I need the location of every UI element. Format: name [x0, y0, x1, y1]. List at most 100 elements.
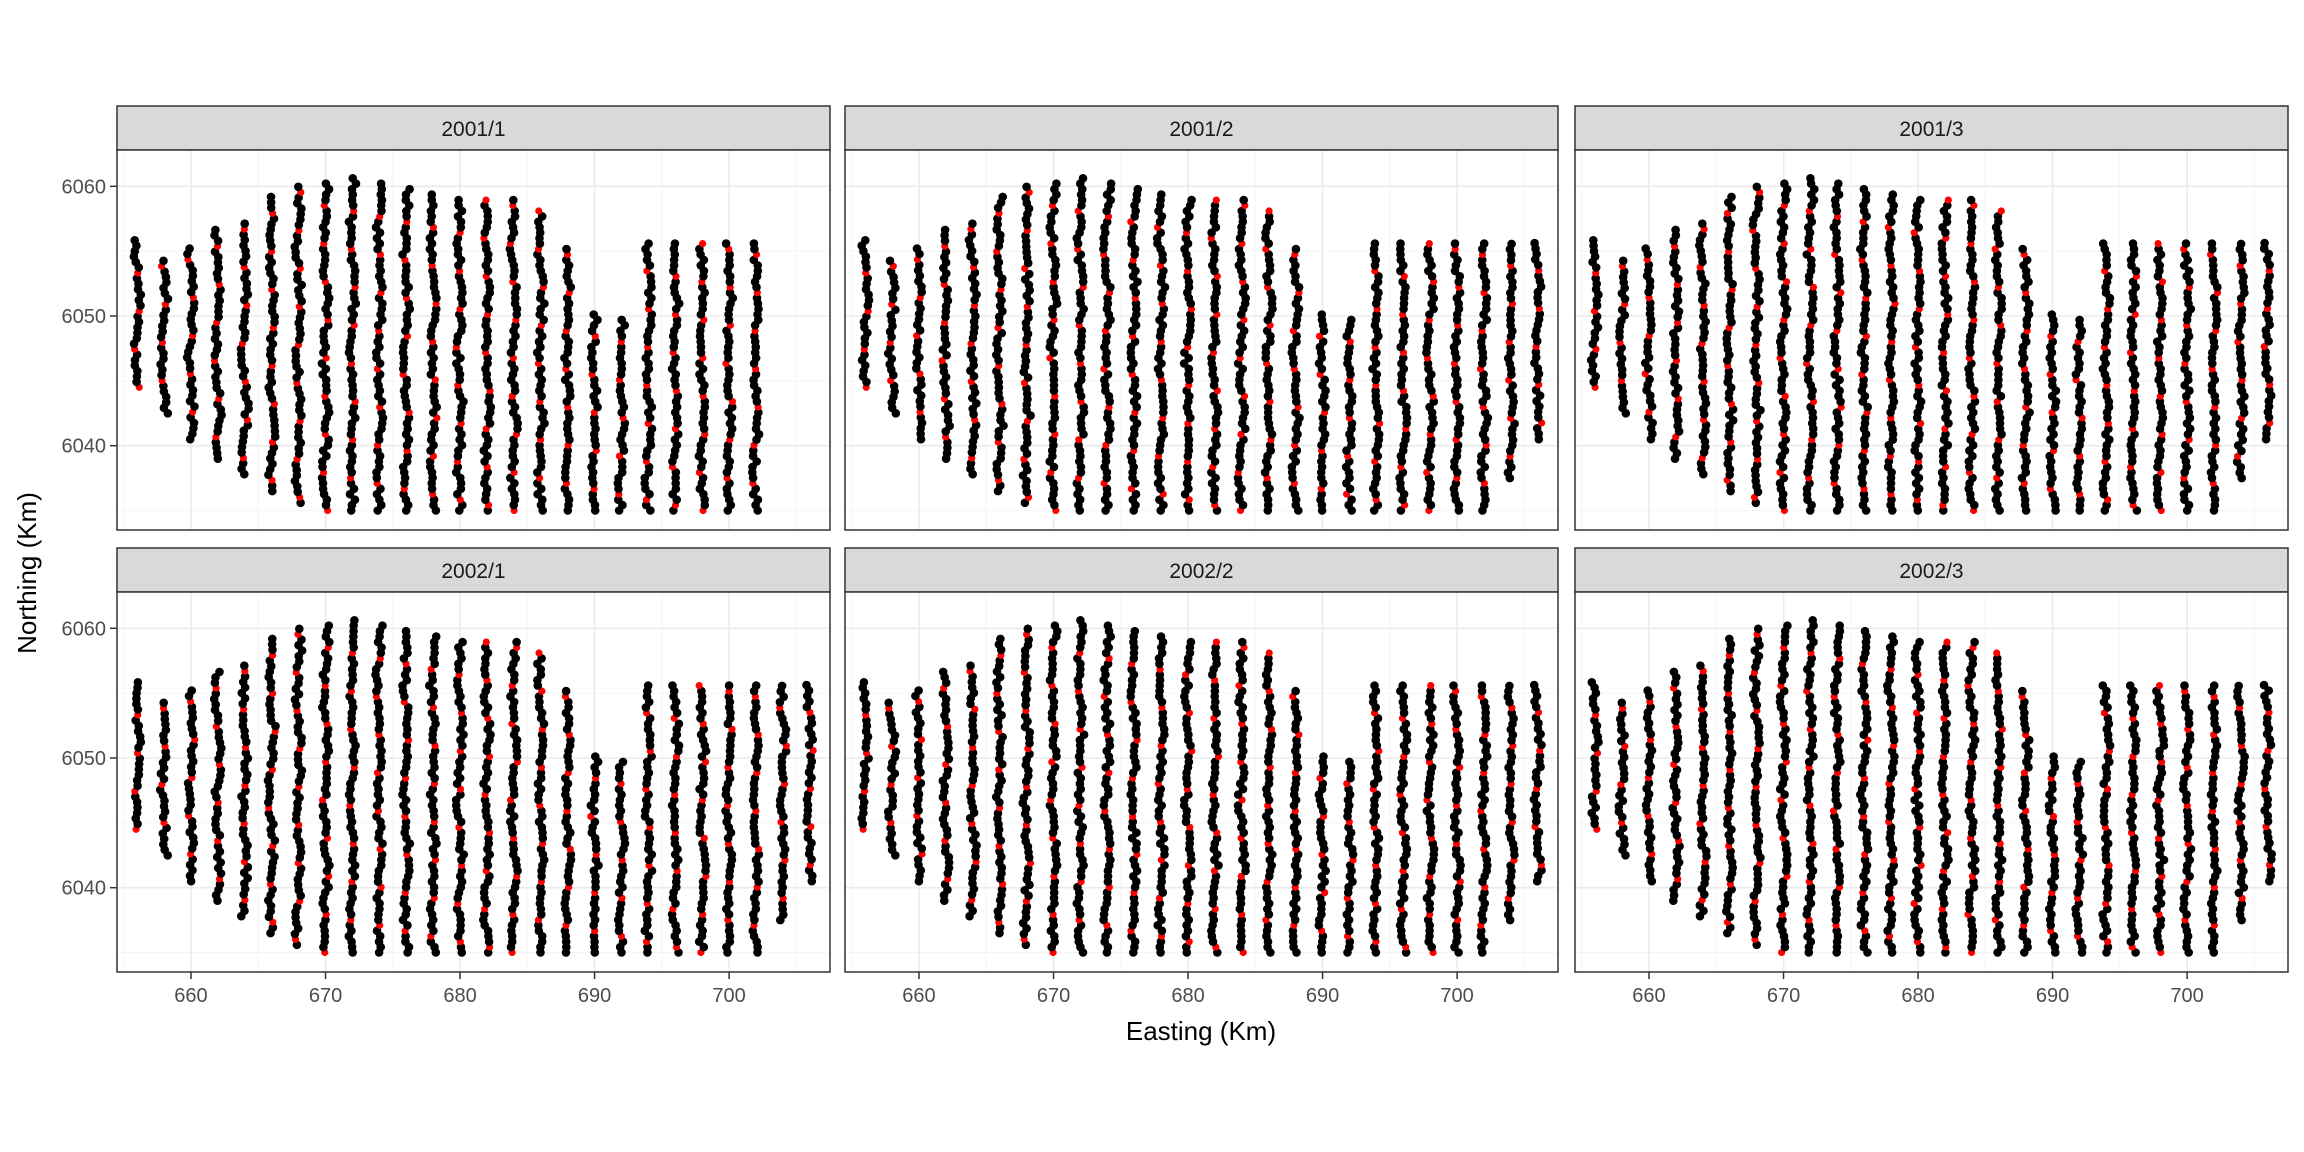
data-point-highlight	[1212, 196, 1220, 204]
data-point	[643, 681, 653, 690]
facet-panel: 2001/2	[844, 105, 1559, 531]
data-point	[506, 473, 515, 483]
data-point	[885, 256, 895, 266]
data-point-highlight	[431, 376, 439, 384]
data-point	[721, 239, 731, 248]
data-point	[1317, 310, 1327, 319]
data-point	[295, 624, 304, 634]
data-point	[453, 462, 463, 472]
data-point	[1530, 238, 1539, 248]
data-point-highlight	[482, 638, 490, 646]
data-point-highlight	[535, 207, 543, 215]
facet-strip-label: 2001/3	[1899, 118, 1963, 141]
data-point	[454, 195, 463, 205]
data-point	[481, 430, 491, 439]
data-point	[324, 321, 333, 330]
data-point	[238, 459, 248, 468]
data-point	[269, 328, 278, 338]
data-point	[458, 637, 467, 647]
data-point	[2260, 238, 2269, 248]
data-point	[350, 616, 359, 625]
data-point	[1752, 182, 1762, 192]
data-point	[1589, 236, 1598, 245]
data-point	[1106, 179, 1116, 188]
data-point	[1239, 195, 1248, 205]
data-point	[1806, 174, 1815, 183]
data-point	[1780, 179, 1789, 188]
data-point	[210, 361, 220, 371]
data-point	[243, 420, 253, 430]
data-point	[1834, 179, 1843, 188]
data-point	[589, 310, 598, 319]
data-point	[998, 192, 1007, 202]
data-point	[187, 686, 196, 695]
data-point	[211, 225, 220, 235]
data-point	[428, 266, 437, 276]
data-point	[133, 678, 143, 687]
data-point	[161, 305, 171, 315]
data-point	[1859, 184, 1869, 194]
plot-background	[117, 592, 830, 972]
data-point	[376, 179, 386, 188]
point-layer	[129, 174, 764, 515]
data-point	[1966, 195, 1976, 205]
data-point	[668, 681, 677, 690]
data-point	[483, 468, 493, 477]
facet-strip-label: 2001/2	[1169, 118, 1233, 141]
facet-strip-label: 2002/1	[441, 560, 505, 583]
data-point	[432, 304, 441, 314]
data-point	[511, 321, 520, 330]
data-point	[373, 446, 382, 455]
data-point	[452, 348, 461, 357]
data-point	[2181, 239, 2191, 248]
data-point	[912, 244, 922, 253]
data-point	[240, 661, 249, 670]
data-point	[375, 255, 385, 265]
data-point	[2098, 239, 2108, 248]
data-point	[187, 336, 197, 346]
facet-panel: 2001/3	[1574, 105, 2289, 531]
data-point	[1133, 184, 1143, 194]
data-point	[401, 626, 411, 636]
data-point-highlight	[695, 682, 703, 690]
data-point	[1698, 219, 1707, 228]
data-point	[2075, 315, 2084, 325]
data-point	[211, 438, 221, 447]
data-point	[132, 274, 142, 283]
data-point	[324, 621, 334, 630]
data-point	[346, 479, 356, 488]
data-point	[618, 757, 628, 767]
data-point-highlight	[1997, 207, 2005, 215]
data-point	[2236, 239, 2246, 249]
data-point	[670, 239, 680, 248]
data-point	[591, 752, 600, 761]
data-point	[1641, 244, 1650, 253]
y-tick-label: 6050	[62, 306, 107, 328]
data-point	[347, 440, 357, 450]
data-point	[431, 632, 441, 641]
data-point	[403, 451, 412, 461]
data-point	[940, 225, 950, 235]
data-point	[1479, 239, 1489, 248]
data-point	[1618, 256, 1628, 266]
data-point-highlight	[482, 196, 490, 204]
data-point	[968, 219, 977, 228]
data-point	[617, 315, 626, 325]
data-point	[1370, 239, 1380, 248]
data-point	[2207, 239, 2217, 248]
data-point	[485, 391, 494, 401]
data-point	[749, 239, 759, 248]
data-point	[512, 637, 521, 647]
data-point	[215, 667, 224, 677]
data-point	[268, 634, 277, 644]
data-point	[317, 359, 327, 368]
data-point-highlight	[2154, 240, 2162, 248]
data-point	[1078, 174, 1088, 183]
data-point	[378, 621, 387, 630]
data-point	[430, 381, 439, 390]
data-point	[1157, 190, 1166, 199]
data-point-highlight	[1265, 207, 1273, 215]
